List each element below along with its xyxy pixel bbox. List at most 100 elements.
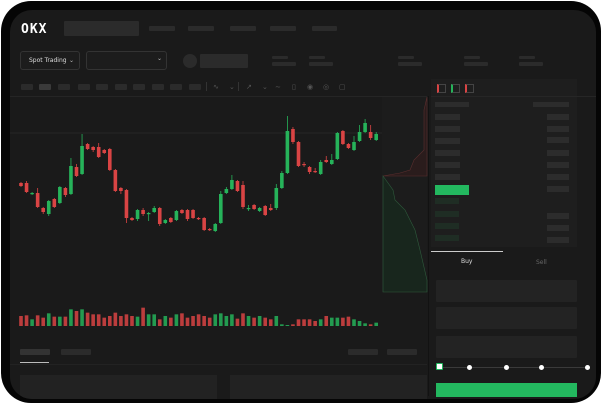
wave-icon[interactable]: ∼ [275, 83, 281, 91]
volume-bar [91, 314, 95, 326]
pair-dropdown[interactable]: ⌄ [86, 51, 167, 70]
candle-down [157, 208, 162, 224]
volume-bar [19, 316, 23, 326]
timeframe-button[interactable] [58, 84, 70, 90]
candle-down [19, 183, 23, 186]
volume-bar [58, 316, 62, 326]
ask-price [435, 174, 460, 180]
filter-button[interactable] [348, 349, 378, 355]
timeframe-button[interactable] [133, 84, 145, 90]
total-input[interactable] [436, 336, 577, 358]
ruler-icon[interactable]: ▯ [292, 83, 296, 91]
candle-up [46, 201, 51, 214]
candle-up [80, 146, 84, 174]
slider-stop-100[interactable] [585, 365, 590, 370]
tab-order-history[interactable] [61, 349, 91, 355]
nav-item[interactable] [230, 26, 256, 31]
tab-sell[interactable]: Sell [536, 259, 547, 266]
orderbook-header-amount [533, 102, 569, 107]
orderbook-both-icon[interactable] [437, 84, 446, 93]
last-price-badge [435, 185, 469, 195]
volume-bar [85, 312, 90, 326]
timeframe-button[interactable] [39, 84, 51, 90]
candle-down [324, 160, 329, 162]
tab-buy[interactable]: Buy [461, 258, 473, 265]
amount-slider-track[interactable] [440, 367, 590, 368]
buy-submit-button[interactable] [436, 383, 577, 397]
candle-down [185, 210, 190, 219]
volume-bar [157, 319, 162, 326]
search-bar[interactable] [64, 21, 139, 36]
draw-icon[interactable]: ↗ [246, 83, 252, 91]
fullscreen-icon[interactable]: ▢ [339, 83, 346, 91]
candle-down [307, 167, 312, 172]
okx-logo[interactable]: OKX [21, 22, 48, 37]
tab-open-orders[interactable] [20, 349, 50, 355]
candle-down [241, 185, 245, 207]
nav-item[interactable] [149, 26, 175, 31]
candle-up [352, 142, 356, 150]
slider-stop-25[interactable] [467, 365, 472, 370]
stat-label [464, 56, 480, 59]
ask-price [435, 114, 460, 120]
candle-down [196, 218, 201, 220]
nav-item[interactable] [270, 26, 296, 31]
volume-bar [141, 307, 145, 326]
market-type-dropdown[interactable]: Spot Trading ⌄ [20, 51, 80, 70]
filter-button[interactable] [387, 349, 417, 355]
volume-bar [35, 315, 40, 326]
timeframe-button[interactable] [170, 84, 182, 90]
nav-item[interactable] [312, 26, 337, 31]
stat-value [309, 62, 333, 66]
chevron-down-icon[interactable]: ⌄ [229, 83, 235, 91]
slider-stop-50[interactable] [504, 365, 509, 370]
stat-value [464, 62, 488, 66]
timeframe-button[interactable] [21, 84, 33, 90]
indicator-icon[interactable]: ∿ [213, 83, 219, 91]
timeframe-button[interactable] [115, 84, 127, 90]
volume-bar [46, 313, 51, 326]
bid-price [435, 211, 459, 217]
settings-icon[interactable]: ◎ [323, 83, 330, 91]
price-input[interactable] [436, 280, 577, 302]
candle-up [246, 208, 251, 210]
volume-bar [330, 317, 334, 326]
panel-divider [428, 96, 429, 396]
timeframe-button[interactable] [96, 84, 108, 90]
orderbook-asks-icon[interactable] [465, 84, 474, 93]
candle-down [35, 193, 40, 207]
chevron-down-icon: ⌄ [157, 55, 163, 62]
toolbar-divider [206, 82, 207, 91]
chevron-down-icon[interactable]: ⌄ [262, 83, 268, 91]
candle-up [69, 166, 73, 194]
volume-bar [52, 316, 57, 326]
timeframe-button[interactable] [189, 84, 201, 90]
stat-label [309, 56, 325, 59]
volume-bar [113, 312, 118, 326]
volume-bar [102, 317, 107, 326]
volume-bar [135, 316, 140, 326]
depth-bids-area [382, 175, 428, 293]
slider-stop-75[interactable] [539, 365, 544, 370]
candlestick-chart[interactable] [10, 10, 430, 340]
stat-label [398, 56, 414, 59]
active-tab-indicator [431, 251, 503, 252]
candle-up [335, 133, 340, 159]
orderbook-bids-icon[interactable] [451, 84, 460, 93]
volume-bar [63, 316, 68, 326]
amount-input[interactable] [436, 307, 577, 329]
timeframe-button[interactable] [152, 84, 164, 90]
candle-down [74, 167, 79, 176]
camera-icon[interactable]: ◉ [307, 83, 314, 91]
bid-amount [547, 225, 569, 231]
ask-amount [547, 162, 569, 168]
bid-amount [547, 237, 569, 243]
nav-item[interactable] [188, 26, 214, 31]
candle-down [263, 206, 267, 215]
bid-price [435, 223, 459, 229]
toolbar-divider [238, 82, 239, 91]
bid-amount [547, 213, 569, 219]
ask-amount [547, 137, 569, 143]
timeframe-button[interactable] [78, 84, 90, 90]
amount-slider-handle[interactable] [436, 363, 443, 370]
